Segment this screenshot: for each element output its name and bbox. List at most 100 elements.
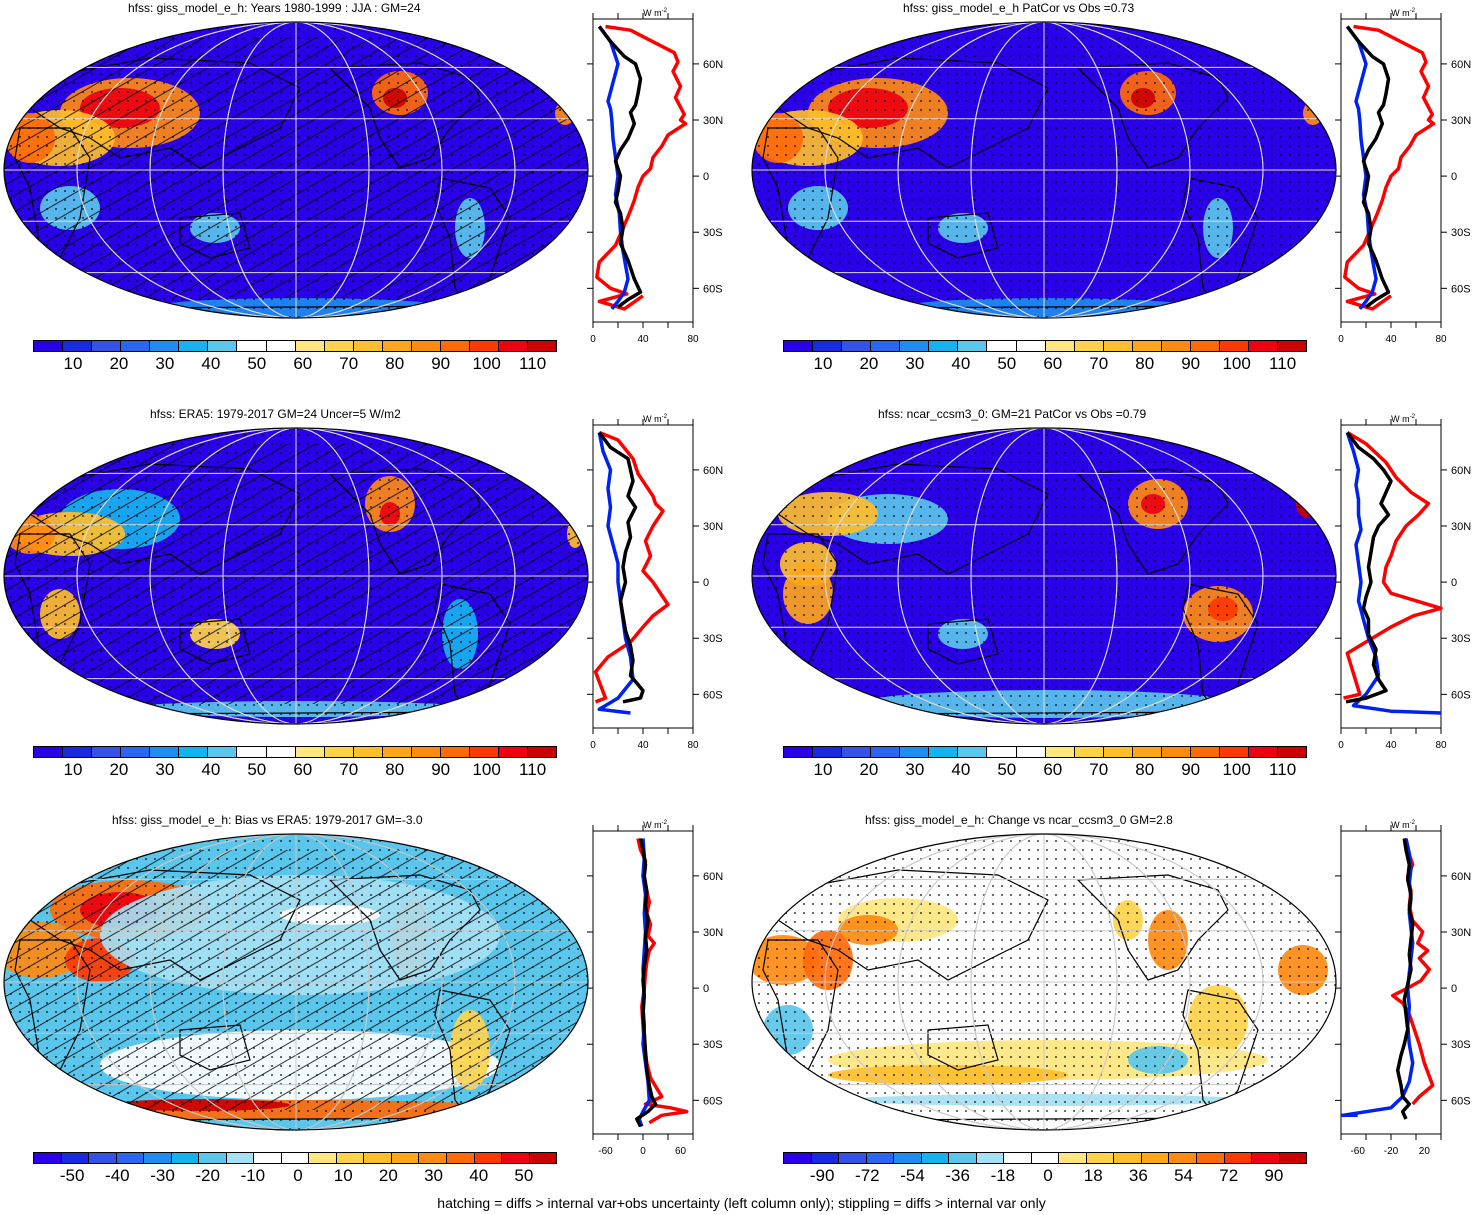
colorbar-label: 20 — [859, 760, 879, 779]
zonal-plot-frame — [592, 424, 694, 729]
colorbar — [783, 746, 1307, 758]
colorbar-swatch — [866, 1153, 895, 1163]
zonal-ytick-label: 60N — [1451, 59, 1471, 71]
colorbar-swatch — [528, 341, 557, 351]
colorbar-label: -18 — [990, 1166, 1016, 1185]
zonal-ytick-label: 0 — [1451, 577, 1457, 589]
colorbar-swatch — [266, 341, 296, 351]
zonal-units-label: W m-2 — [1391, 820, 1415, 830]
colorbar-swatch — [1161, 747, 1191, 757]
colorbar-label: 10 — [333, 1166, 353, 1185]
colorbar-label: 70 — [1089, 354, 1109, 373]
zonal-ytick-label: 60S — [1451, 283, 1471, 295]
zonal-xtick-label: 0 — [640, 1146, 646, 1157]
colorbar-swatch — [419, 1153, 447, 1163]
zonal-xtick-label: 40 — [637, 740, 649, 751]
colorbar-label: -30 — [150, 1166, 175, 1185]
colorbar-label: 100 — [1222, 760, 1251, 779]
zonal-xtick-label: 0 — [1338, 334, 1344, 345]
colorbar-label: 20 — [378, 1166, 398, 1185]
graticule — [752, 428, 1336, 724]
colorbar-label: 80 — [385, 760, 405, 779]
colorbar-swatch — [226, 1153, 255, 1163]
colorbar-swatch — [469, 747, 499, 757]
colorbar-label: 30 — [155, 354, 175, 373]
colorbar-swatch — [281, 1153, 310, 1163]
colorbar-label: 40 — [951, 760, 971, 779]
zonal-ytick-label: 60N — [1451, 465, 1471, 477]
colorbar-label: 30 — [905, 760, 925, 779]
zonal-mean-plot: W m-2 -60 -20 20 60N 30N 0 30S 60S — [1335, 820, 1471, 1157]
zonal-units-label: W m-2 — [1391, 8, 1415, 18]
colorbar-swatch — [1031, 1153, 1060, 1163]
colorbar-swatch — [61, 1153, 90, 1163]
zonal-plot-frame — [1340, 18, 1442, 323]
colorbar-label: 0 — [293, 1166, 303, 1185]
colorbar-swatch — [353, 747, 383, 757]
zonal-ytick-label: 60N — [703, 871, 723, 883]
zonal-xtick-label: 0 — [590, 740, 596, 751]
colorbar-label: 70 — [339, 354, 359, 373]
zonal-xtick-label: 0 — [1338, 740, 1344, 751]
zonal-xtick-label: 40 — [637, 334, 649, 345]
zonal-ytick-label: 60S — [703, 1095, 723, 1107]
blue-zonal-curve — [1345, 431, 1442, 715]
zonal-plot-frame — [592, 18, 694, 323]
colorbar-label: 36 — [1128, 1166, 1148, 1185]
colorbar-label: -72 — [855, 1166, 880, 1185]
colorbar-label: 80 — [385, 354, 405, 373]
colorbar-swatch — [839, 1153, 867, 1163]
colorbar-swatch — [1103, 747, 1133, 757]
graticule — [4, 428, 588, 724]
zonal-ytick-label: 60S — [703, 283, 723, 295]
zonal-xtick-label: 40 — [1385, 740, 1397, 751]
map-field — [752, 22, 1336, 318]
colorbar-swatch — [987, 341, 1017, 351]
colorbar-swatch — [1132, 747, 1162, 757]
zonal-ytick-label: 30S — [1451, 227, 1471, 239]
colorbar-label: 80 — [1135, 354, 1155, 373]
colorbar-swatch — [921, 1153, 950, 1163]
colorbar — [783, 1152, 1307, 1164]
graticule — [4, 22, 588, 318]
colorbar-swatch — [34, 341, 64, 351]
colorbar-swatch — [34, 747, 64, 757]
colorbar-swatch — [353, 341, 383, 351]
zonal-ytick-label: 30S — [1451, 633, 1471, 645]
black-zonal-curve — [635, 838, 658, 1128]
colorbar-label: 20 — [859, 354, 879, 373]
colorbar-swatch — [266, 747, 296, 757]
colorbar — [33, 1152, 557, 1164]
map-border — [3, 427, 589, 725]
colorbar-swatch — [1278, 747, 1307, 757]
colorbar-swatch — [1219, 341, 1249, 351]
colorbar-label: -10 — [240, 1166, 266, 1185]
map-border — [3, 833, 589, 1131]
graticule — [4, 834, 588, 1130]
colorbar-swatch — [1016, 341, 1046, 351]
colorbar-label: 100 — [472, 354, 501, 373]
zonal-ytick-label: 0 — [1451, 983, 1457, 995]
footnote: hatching = diffs > internal var+obs unce… — [437, 1195, 1046, 1211]
red-zonal-curve — [593, 430, 670, 704]
colorbar-swatch — [1103, 341, 1133, 351]
zonal-xtick-label: 40 — [1385, 334, 1397, 345]
zonal-plot-frame — [1340, 830, 1442, 1135]
colorbar-swatch — [1045, 747, 1075, 757]
colorbar — [33, 746, 557, 758]
colorbar-swatch — [469, 341, 499, 351]
colorbar-swatch — [295, 747, 325, 757]
colorbar-swatch — [474, 1153, 503, 1163]
colorbar-swatch — [1132, 341, 1162, 351]
colorbar-label: 70 — [339, 760, 359, 779]
colorbar-label: 72 — [1219, 1166, 1239, 1185]
map-field — [4, 428, 588, 724]
colorbar-swatch — [121, 341, 151, 351]
colorbar — [33, 340, 557, 352]
black-zonal-curve — [1345, 431, 1393, 704]
colorbar-swatch — [179, 341, 209, 351]
colorbar-swatch — [1219, 747, 1249, 757]
colorbar-swatch — [813, 747, 843, 757]
colorbar-swatch — [784, 747, 814, 757]
colorbar-swatch — [502, 1153, 530, 1163]
